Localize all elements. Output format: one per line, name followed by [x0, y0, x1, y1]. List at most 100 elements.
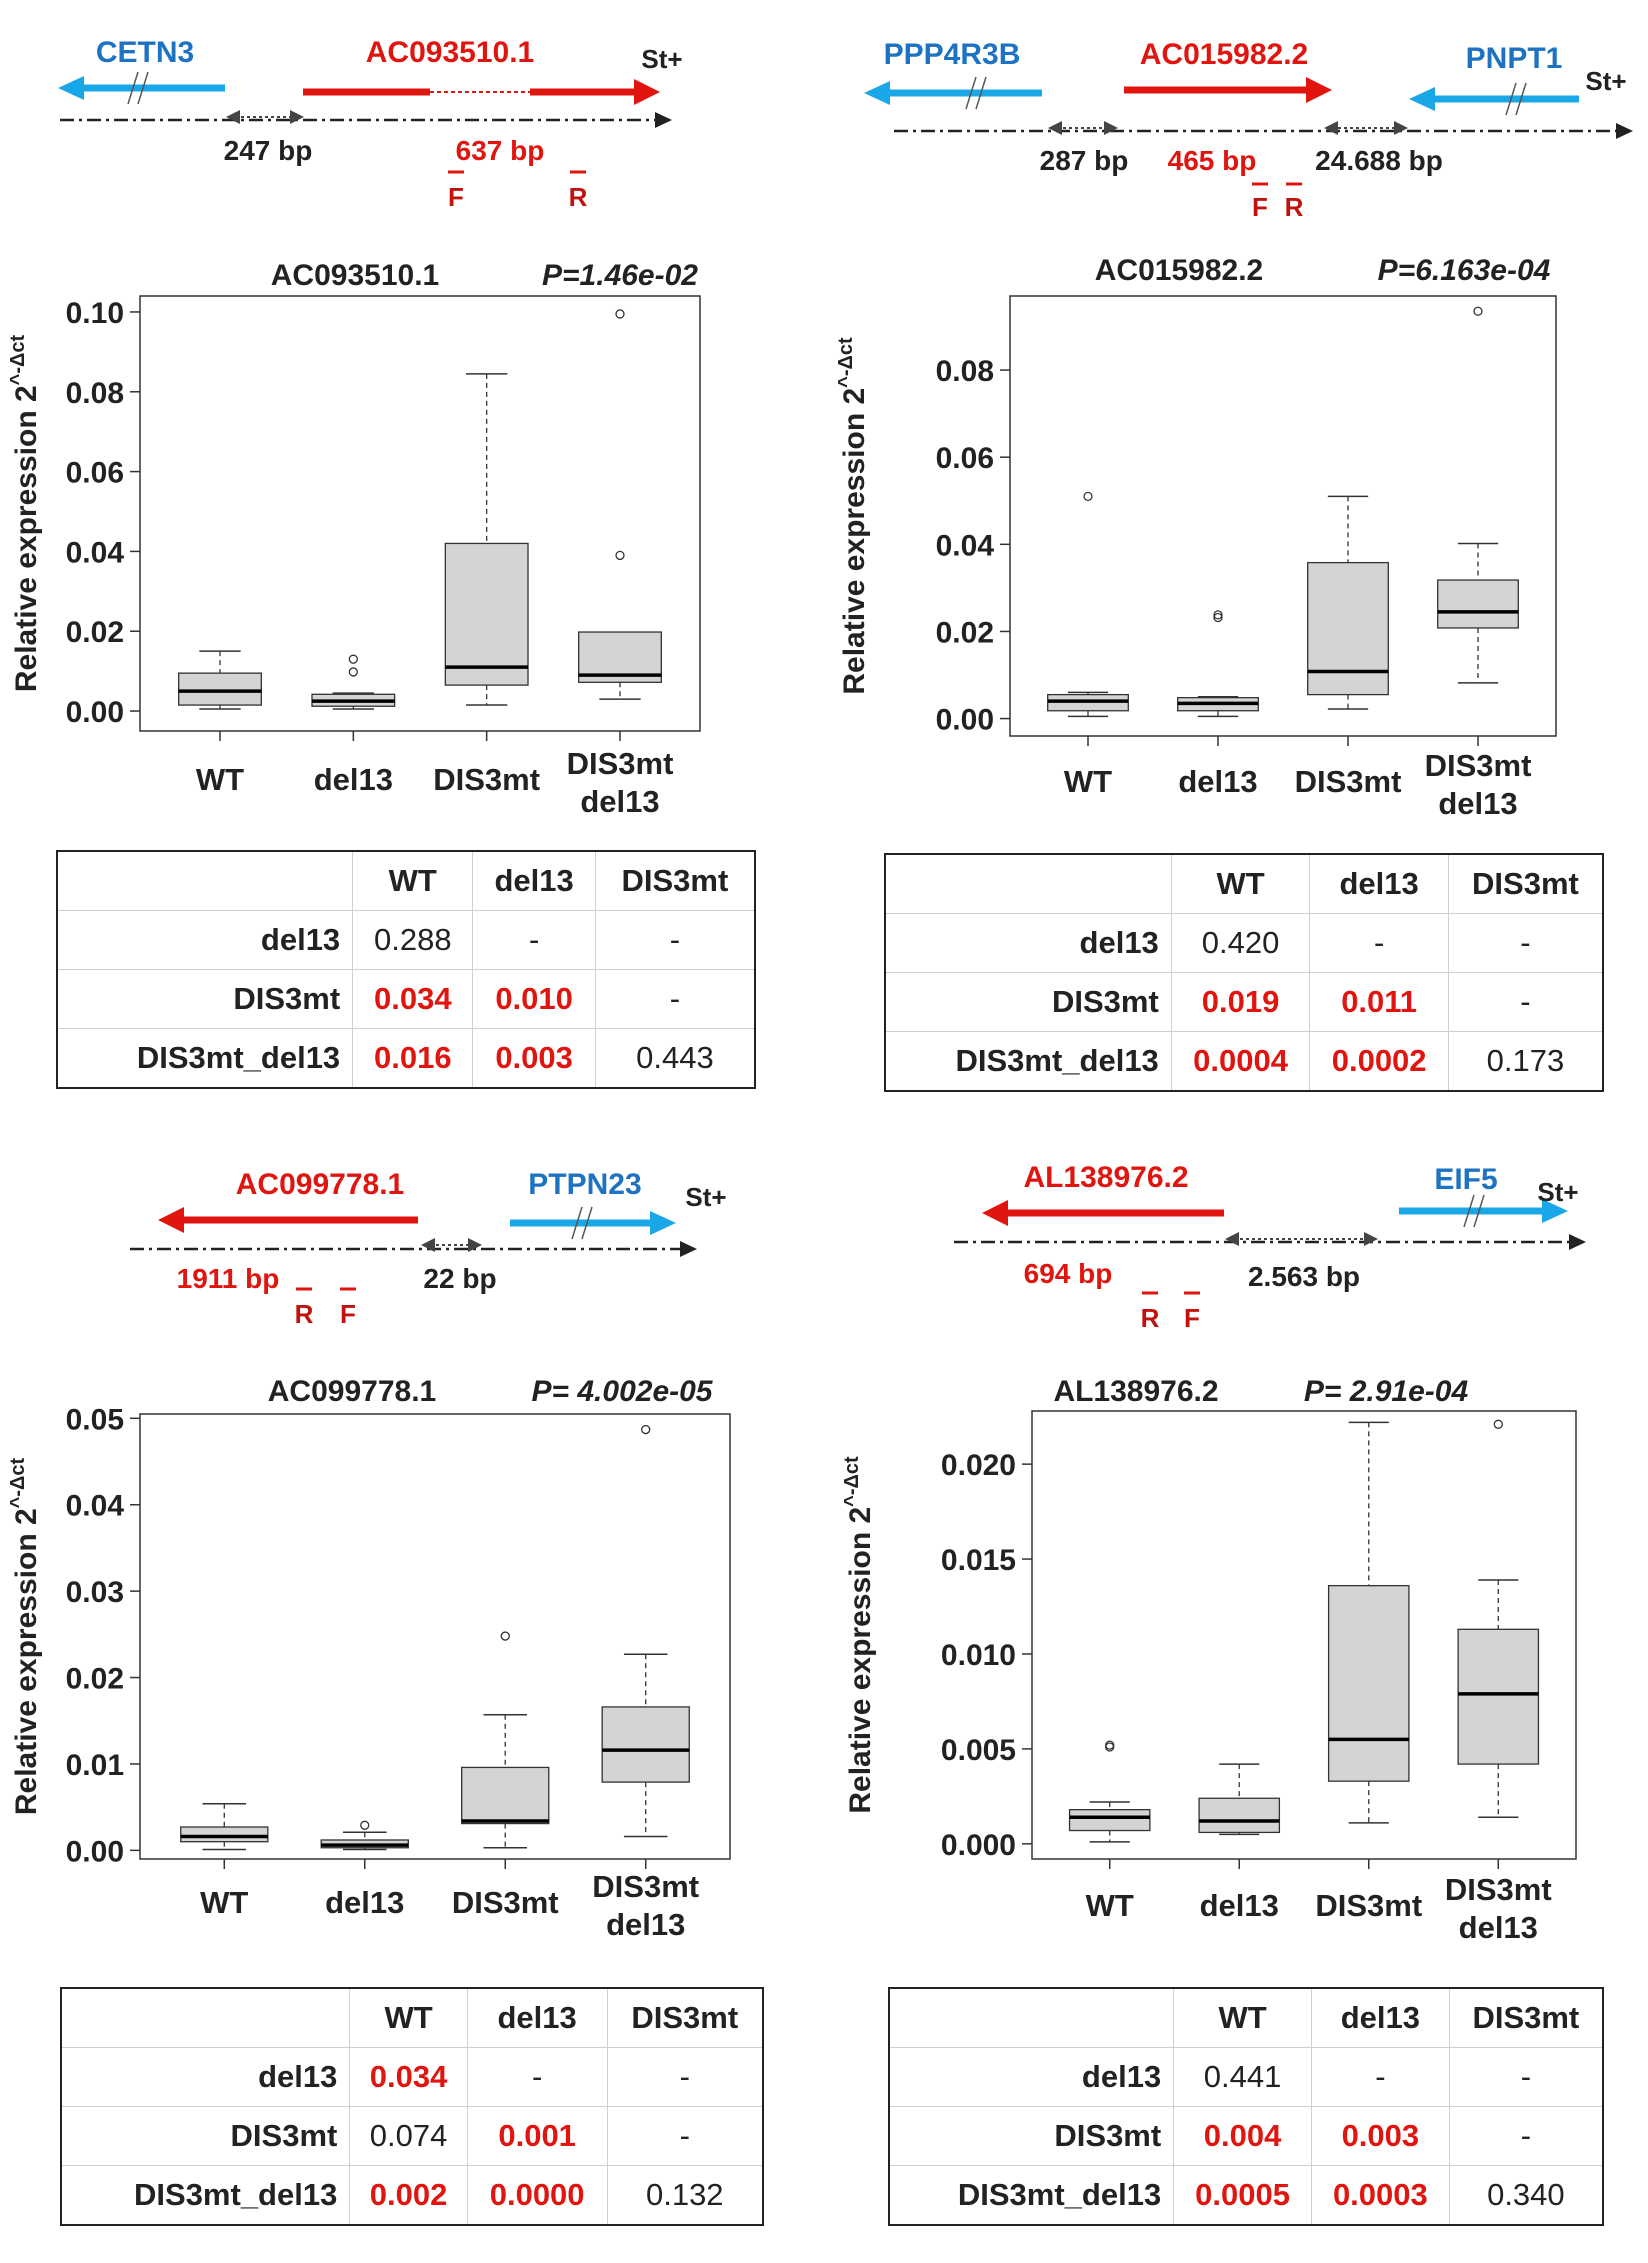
gene-arrow-blue [650, 1211, 676, 1235]
gene-label: PNPT1 [1466, 42, 1563, 75]
distance-label: 24.688 bp [1315, 145, 1443, 176]
box-wt [1068, 1740, 1151, 1843]
gene-label: CETN3 [96, 36, 194, 69]
table-header-row: WT del13 DIS3mt [61, 1988, 763, 2048]
outlier-point [360, 1820, 370, 1830]
x-tick-label-line: del13 [1438, 786, 1517, 821]
x-tick-label: del13 [1200, 1888, 1279, 1923]
gene-label: PTPN23 [528, 1168, 641, 1201]
y-tick-label: 0.10 [66, 297, 124, 330]
box-iqr [178, 672, 262, 706]
box-iqr [180, 1826, 269, 1843]
table-header-cell: WT [349, 1988, 468, 2048]
chart-title: AC015982.2 [1095, 254, 1263, 287]
table-cell-significant: 0.002 [349, 2165, 468, 2225]
gene-arrow-blue [1542, 1199, 1568, 1223]
y-axis-label: Relative expression 2^-Δct [7, 1457, 43, 1815]
table-cell: - [594, 969, 755, 1029]
box-iqr [1327, 1584, 1410, 1782]
chart-pvalue: P=6.163e-04 [1378, 254, 1551, 287]
box-del13 [1177, 610, 1259, 718]
table-header-cell [889, 1988, 1174, 2048]
box-iqr [461, 1766, 550, 1825]
table-header-cell: del13 [466, 1988, 608, 2048]
x-tick-label: DIS3mt [1295, 764, 1402, 799]
box-del13 [311, 654, 396, 710]
table-row-label: DIS3mt [61, 2106, 350, 2166]
box-wt [1047, 491, 1129, 718]
table-header-cell: WT [352, 851, 473, 911]
x-tick-label: DIS3mt del13 [1445, 1872, 1552, 1945]
table-cell: - [472, 910, 596, 970]
chart-title: AL138976.2 [1053, 1375, 1218, 1408]
box-dis3mt [461, 1631, 550, 1849]
box-wt [178, 650, 262, 710]
box-dis3mt-del13 [1437, 306, 1519, 684]
table-header-cell: DIS3mt [594, 851, 755, 911]
y-tick-label: 0.015 [941, 1544, 1016, 1577]
table-cell-significant: 0.0004 [1170, 1031, 1310, 1091]
gene-arrow-red [634, 79, 660, 105]
table-cell-significant: 0.003 [1310, 2106, 1450, 2166]
x-tick-label: DIS3mt del13 [567, 746, 674, 819]
outlier-point [1493, 1419, 1503, 1429]
table-cell-significant: 0.001 [466, 2106, 608, 2166]
table-header-row: WT del13 DIS3mt [889, 1988, 1603, 2048]
gene-diagram: PPP4R3B AC015982.2 PNPT1 St+ 287 bp 465 … [864, 38, 1633, 222]
table-cell-significant: 0.010 [472, 969, 596, 1029]
distance-label: 637 bp [456, 135, 545, 166]
x-tick-label-line: del13 [1459, 1910, 1538, 1945]
strand-label: St+ [1585, 66, 1626, 96]
outlier-point [641, 1424, 651, 1435]
y-axis-label: Relative expression 2^-Δct [835, 337, 871, 695]
distance-label: 694 bp [1024, 1258, 1113, 1289]
table-cell: 0.443 [594, 1028, 755, 1088]
table-cell: - [1447, 913, 1603, 973]
box-dis3mt [1307, 495, 1389, 710]
panel-al138976: AL138976.2 EIF5 St+ 694 bp 2.563 bp R F … [824, 1131, 1648, 2262]
table-cell: 0.420 [1170, 913, 1310, 973]
y-tick-label: 0.01 [66, 1749, 124, 1782]
table-header-cell [57, 851, 353, 911]
box-iqr [1457, 1628, 1540, 1765]
table-cell: - [1310, 2047, 1450, 2107]
box-dis3mt [444, 373, 529, 706]
outlier-point [615, 309, 625, 319]
distance-label: 247 bp [224, 135, 313, 166]
table-header-row: WT del13 DIS3mt [885, 854, 1603, 914]
y-tick-label: 0.00 [936, 704, 994, 737]
y-tick-label: 0.020 [941, 1449, 1016, 1482]
box-dis3mt-del13 [578, 309, 662, 700]
boxplot-chart: AC093510.1 P=1.46e-02 0.00 0.02 0.04 0.06 0.… [7, 259, 701, 819]
y-axis-label: Relative expression 2^-Δct [7, 334, 43, 692]
table-cell: 0.288 [352, 910, 473, 970]
gene-diagram: AC099778.1 PTPN23 St+ 1911 bp 22 bp R F [130, 1168, 727, 1329]
strand-label: St+ [1537, 1177, 1578, 1207]
x-tick-label: del13 [325, 1885, 404, 1920]
primer-label: F [1184, 1303, 1200, 1333]
x-tick-label-line: DIS3mt [567, 746, 674, 781]
x-tick-label: WT [1064, 764, 1112, 799]
box-dis3mt-del13 [601, 1424, 690, 1838]
chart-pvalue: P=1.46e-02 [542, 259, 698, 292]
table-row-label: DIS3mt_del13 [57, 1028, 353, 1088]
boxplot-chart: AC099778.1 P= 4.002e-05 0.00 0.01 0.02 0.03… [7, 1375, 731, 1942]
y-axis-label-sup: ^-Δct [7, 334, 29, 385]
y-tick-label: 0.03 [66, 1576, 124, 1609]
table-cell-significant: 0.0000 [466, 2165, 608, 2225]
strand-label: St+ [641, 44, 682, 74]
table-header-cell [885, 854, 1171, 914]
table-cell: 0.441 [1173, 2047, 1312, 2107]
y-axis-label-sup: ^-Δct [7, 1457, 29, 1508]
box-iqr [1068, 1808, 1151, 1832]
gene-arrow-red [982, 1200, 1008, 1226]
primer-label: F [448, 182, 464, 212]
gene-label: AC099778.1 [236, 1168, 404, 1201]
plot-frame [139, 1413, 731, 1860]
table-row: del13 0.034- - [61, 2047, 763, 2107]
table-cell: - [1447, 972, 1603, 1032]
table-header-cell: DIS3mt [606, 1988, 763, 2048]
gene-label: PPP4R3B [884, 38, 1021, 71]
table-row: del13 0.420- - [885, 913, 1603, 973]
table-cell: - [1448, 2047, 1603, 2107]
